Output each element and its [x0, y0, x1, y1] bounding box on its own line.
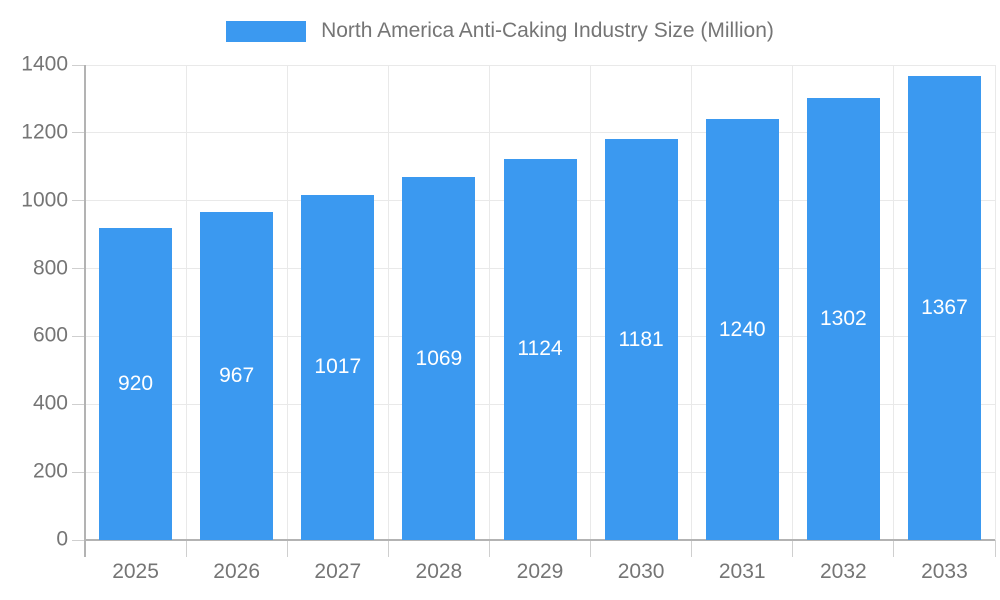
bar-value-label: 1124 — [517, 337, 563, 361]
bar-value-label: 1069 — [415, 346, 463, 370]
x-axis-label: 2033 — [921, 560, 968, 583]
x-axis-line — [85, 539, 995, 541]
y-gridline — [85, 64, 995, 66]
bar-value-label: 920 — [118, 371, 154, 395]
x-axis-tick — [286, 540, 288, 557]
bar-value-label: 967 — [219, 363, 255, 387]
x-gridline — [387, 65, 389, 540]
legend-swatch[interactable] — [226, 20, 307, 42]
x-gridline — [792, 65, 794, 540]
bar-2030[interactable] — [604, 139, 678, 540]
x-axis-label: 2025 — [112, 560, 159, 583]
bar-2025[interactable] — [99, 227, 173, 540]
y-gridline — [85, 132, 995, 134]
bar-2029[interactable] — [503, 158, 577, 540]
x-axis-label: 2031 — [718, 560, 766, 583]
y-axis-label: 1000 — [21, 188, 68, 212]
y-axis-line — [84, 65, 86, 557]
y-axis-label: 600 — [32, 323, 68, 347]
y-axis-tick — [72, 335, 85, 337]
x-axis-label: 2030 — [617, 560, 665, 583]
x-axis-tick — [994, 540, 996, 557]
y-axis-label: 1200 — [21, 120, 68, 144]
y-axis-label: 400 — [32, 391, 68, 415]
x-gridline — [994, 65, 996, 540]
x-axis-tick — [488, 540, 490, 557]
legend: North America Anti-Caking Industry Size … — [0, 19, 1000, 43]
y-axis-tick — [72, 471, 85, 473]
x-axis-tick — [185, 540, 187, 557]
bar-value-label: 1367 — [921, 296, 968, 320]
bar-2027[interactable] — [301, 194, 375, 540]
x-axis-tick — [792, 540, 794, 557]
bar-2033[interactable] — [907, 76, 981, 540]
bar-2032[interactable] — [806, 98, 880, 540]
y-axis-label: 200 — [32, 459, 68, 483]
y-axis-tick — [72, 268, 85, 270]
x-gridline — [286, 65, 288, 540]
x-gridline — [893, 65, 895, 540]
y-axis-label: 1400 — [21, 52, 68, 76]
y-axis-label: 0 — [56, 527, 68, 551]
y-axis-tick — [72, 64, 85, 66]
y-axis-tick — [72, 403, 85, 405]
bar-2028[interactable] — [402, 177, 476, 540]
x-axis-tick — [691, 540, 693, 557]
bar-value-label: 1302 — [819, 307, 867, 331]
x-axis-tick — [387, 540, 389, 557]
y-axis-tick — [72, 132, 85, 134]
y-axis-label: 800 — [32, 256, 68, 280]
x-gridline — [590, 65, 592, 540]
x-axis-label: 2029 — [516, 560, 564, 583]
x-axis-tick — [893, 540, 895, 557]
x-gridline — [691, 65, 693, 540]
x-gridline — [185, 65, 187, 540]
bar-value-label: 1181 — [618, 327, 664, 351]
x-axis-tick — [590, 540, 592, 557]
x-gridline — [488, 65, 490, 540]
x-axis-label: 2026 — [213, 560, 261, 583]
y-axis-tick — [72, 200, 85, 202]
x-axis-label: 2028 — [415, 560, 463, 583]
y-axis-tick — [72, 539, 85, 541]
bar-2026[interactable] — [200, 211, 274, 540]
x-axis-label: 2027 — [314, 560, 362, 583]
bar-value-label: 1017 — [314, 355, 362, 379]
bar-value-label: 1240 — [718, 317, 766, 341]
x-axis-label: 2032 — [819, 560, 867, 583]
legend-label[interactable]: North America Anti-Caking Industry Size … — [321, 19, 774, 42]
bar-2031[interactable] — [705, 119, 779, 540]
